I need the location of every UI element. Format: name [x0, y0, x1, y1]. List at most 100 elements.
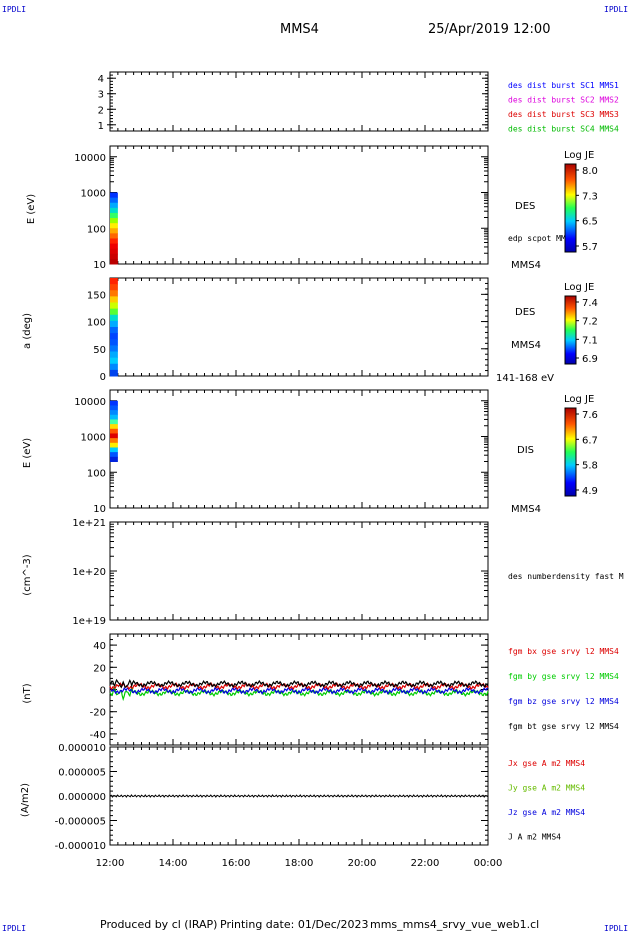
y-tick-label: 3 [98, 90, 104, 101]
des-energy-spectrogram [110, 223, 118, 229]
y-tick-label: 1e+21 [72, 518, 106, 529]
y-tick-label: 100 [87, 318, 106, 329]
des-pitch-spectrogram [110, 278, 118, 285]
des-energy-spectrogram [110, 218, 118, 224]
des-energy-spectrogram [110, 253, 118, 260]
dis-energy-spectrogram [110, 428, 118, 434]
y-tick-label: 100 [87, 224, 106, 235]
dis-energy-spectrogram [110, 405, 118, 411]
dis-energy-spectrogram [110, 410, 118, 416]
des-energy-spectrogram [110, 258, 118, 265]
des-energy-spectrogram [110, 243, 118, 250]
time-axis-label: 12:00 [96, 858, 125, 869]
des-pitch-spectrogram [110, 296, 118, 303]
dis-energy-spectrogram [110, 400, 118, 406]
y-tick-label: 0.000005 [58, 768, 106, 779]
des-pitch-spectrogram [110, 320, 118, 328]
y-tick-label: -20 [90, 708, 106, 719]
panel-frame [109, 389, 489, 509]
des-pitch-spectrogram [110, 302, 118, 310]
panel-frame [109, 71, 489, 132]
y-tick-label: 1e+19 [72, 616, 106, 627]
panel-label: MMS4 [511, 260, 541, 271]
colorbar-des-pitch-bar [564, 295, 577, 365]
date-title: 25/Apr/2019 12:00 [428, 22, 551, 37]
y-tick-label: 0.000010 [58, 743, 106, 754]
y-tick-label: 1000 [81, 433, 106, 444]
colorbar-des-energy-tick-label: 8.0 [582, 166, 598, 177]
y-tick-label: 0 [100, 372, 106, 383]
y-tick-label: 10 [93, 504, 106, 515]
time-axis-label: 20:00 [348, 858, 377, 869]
y-axis-label: E (eV) [26, 194, 37, 224]
des-pitch-spectrogram [110, 327, 118, 334]
series-bt [109, 678, 489, 689]
footer-printing-date: Printing date: 01/Dec/2023 [220, 918, 369, 931]
des-energy-spectrogram [110, 192, 118, 199]
dis-energy-spectrogram [110, 424, 118, 430]
colorbar-dis-energy-tick-label: 5.8 [582, 461, 598, 472]
legend-entry: J A m2 MMS4 [508, 833, 561, 842]
des-energy-spectrogram [110, 212, 118, 219]
colorbar-dis-energy-tick-label: 7.6 [582, 410, 598, 421]
y-tick-label: -40 [90, 730, 106, 741]
y-tick-label: 150 [87, 290, 106, 301]
des-energy-spectrogram [110, 233, 118, 239]
des-pitch-spectrogram [110, 339, 118, 346]
des-pitch-spectrogram [110, 357, 118, 365]
colorbar-dis-energy-title: Log JE [564, 394, 594, 405]
y-tick-label: 1000 [81, 189, 106, 200]
colorbar-des-energy-title: Log JE [564, 150, 594, 161]
legend-entry: Jy gse A m2 MMS4 [508, 784, 585, 793]
panel-label: DIS [517, 445, 534, 456]
colorbar-dis-energy-bar [564, 407, 577, 497]
y-tick-label: 1e+20 [72, 567, 106, 578]
time-axis-label: 18:00 [285, 858, 314, 869]
corner-label-bottom-right: IPDLI [604, 924, 629, 933]
legend-entry: des dist burst SC2 MMS2 [508, 96, 619, 105]
footer-filename: mms_mms4_srvy_vue_web1.cl [370, 918, 540, 931]
series-bz [109, 686, 489, 695]
des-pitch-spectrogram [110, 363, 118, 371]
des-pitch-spectrogram [110, 308, 118, 316]
dis-energy-spectrogram [110, 456, 118, 462]
des-energy-spectrogram [110, 228, 118, 234]
y-tick-label: -0.000010 [55, 841, 106, 852]
dis-energy-spectrogram [110, 419, 118, 425]
footer-producer: Produced by cl (IRAP) [100, 918, 218, 931]
legend-entry: Jx gse A m2 MMS4 [508, 759, 585, 768]
des-pitch-spectrogram [110, 351, 118, 359]
colorbar-dis-energy-tick-label: 4.9 [582, 486, 598, 497]
des-pitch-spectrogram [110, 369, 118, 377]
dis-energy-spectrogram [110, 414, 118, 420]
y-tick-label: 40 [93, 641, 106, 652]
des-pitch-spectrogram [110, 314, 118, 322]
des-energy-spectrogram [110, 248, 118, 255]
dis-energy-spectrogram [110, 447, 118, 453]
series-j [109, 794, 489, 798]
panel-label: DES [515, 307, 535, 318]
panel-label: MMS4 [511, 504, 541, 515]
colorbar-des-pitch-tick-label: 7.1 [582, 335, 598, 346]
colorbar-des-energy-tick-label: 6.5 [582, 217, 598, 228]
panel-frame [109, 277, 489, 377]
dis-energy-spectrogram [110, 438, 118, 444]
colorbar-des-energy-tick-label: 5.7 [582, 242, 598, 253]
time-axis-label: 00:00 [474, 858, 503, 869]
dis-energy-spectrogram [110, 442, 118, 448]
y-tick-label: -0.000005 [55, 817, 106, 828]
panel-label: edp scpot MMS4 [508, 234, 576, 243]
colorbar-dis-energy-tick-label: 6.7 [582, 435, 598, 446]
panel-label: DES [515, 201, 535, 212]
time-axis-label: 14:00 [159, 858, 188, 869]
legend-entry: des numberdensity fast M [508, 572, 624, 581]
legend-entry: des dist burst SC4 MMS4 [508, 125, 619, 134]
dis-energy-spectrogram [110, 433, 118, 439]
y-axis-label: (nT) [22, 683, 33, 703]
panel-frame [109, 145, 489, 265]
panel-label: MMS4 [511, 340, 541, 351]
dis-energy-spectrogram [110, 452, 118, 458]
time-axis-label: 22:00 [411, 858, 440, 869]
y-axis-label: (cm^-3) [22, 554, 33, 595]
